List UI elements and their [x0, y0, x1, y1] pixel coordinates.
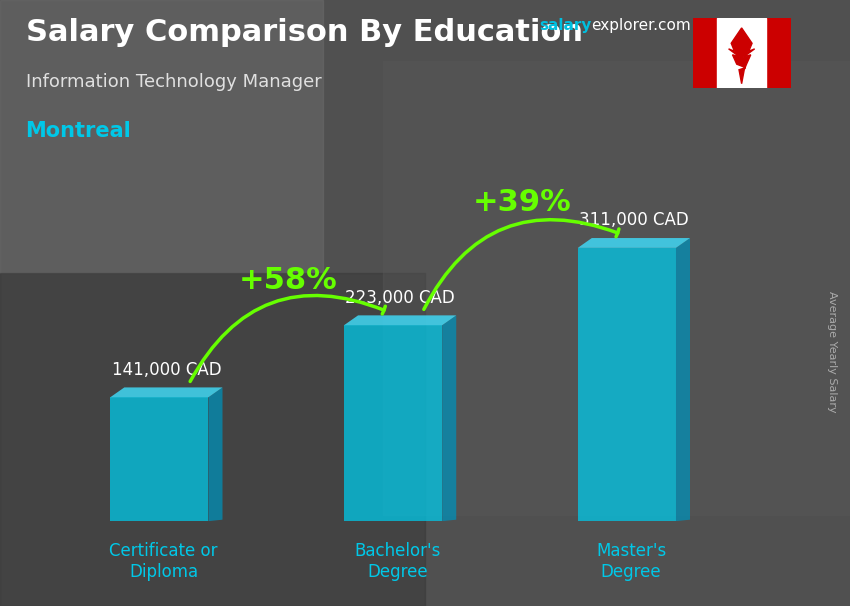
Text: 223,000 CAD: 223,000 CAD	[345, 288, 455, 307]
Polygon shape	[344, 325, 442, 521]
Polygon shape	[676, 238, 690, 521]
Bar	[0, 0, 323, 273]
Text: Average Yearly Salary: Average Yearly Salary	[827, 291, 837, 412]
Text: Bachelor's
Degree: Bachelor's Degree	[354, 542, 440, 581]
Bar	[382, 61, 850, 515]
Text: 311,000 CAD: 311,000 CAD	[579, 211, 688, 229]
Text: +58%: +58%	[239, 265, 338, 295]
Text: Master's
Degree: Master's Degree	[596, 542, 666, 581]
Text: Information Technology Manager: Information Technology Manager	[26, 73, 321, 91]
Polygon shape	[728, 28, 755, 84]
Bar	[717, 18, 766, 88]
Text: explorer.com: explorer.com	[591, 18, 690, 33]
Polygon shape	[578, 248, 676, 521]
Polygon shape	[442, 315, 456, 521]
Polygon shape	[208, 387, 223, 521]
Text: salary: salary	[540, 18, 592, 33]
Polygon shape	[344, 315, 456, 325]
Polygon shape	[578, 238, 690, 248]
Bar	[0, 273, 425, 606]
Polygon shape	[110, 387, 223, 398]
Text: Certificate or
Diploma: Certificate or Diploma	[110, 542, 218, 581]
Polygon shape	[110, 398, 208, 521]
Text: +39%: +39%	[473, 188, 572, 218]
Text: 141,000 CAD: 141,000 CAD	[111, 361, 221, 379]
Text: Salary Comparison By Education: Salary Comparison By Education	[26, 18, 582, 47]
Text: Montreal: Montreal	[26, 121, 131, 141]
